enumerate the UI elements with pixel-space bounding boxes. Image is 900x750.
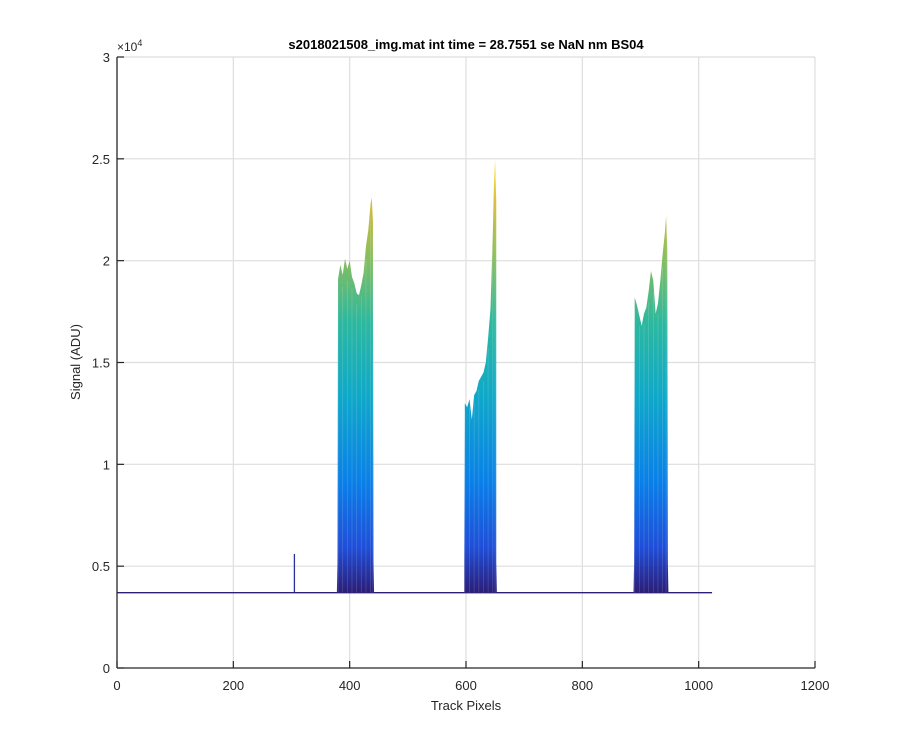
y-tick-label: 2.5 bbox=[92, 152, 110, 167]
x-tick-labels: 0 200 400 600 800 1000 1200 bbox=[113, 678, 829, 693]
axes bbox=[116, 56, 816, 669]
x-tick-label: 400 bbox=[339, 678, 361, 693]
y-tick-labels: 0 0.5 1 1.5 2 2.5 3 bbox=[92, 50, 110, 676]
y-tick-label: 1.5 bbox=[92, 356, 110, 371]
y-tick-label: 3 bbox=[103, 50, 110, 65]
y-exponent-base: ×10 bbox=[117, 40, 138, 54]
peak-3-streaks bbox=[634, 229, 667, 593]
y-tick-label: 0 bbox=[103, 661, 110, 676]
y-tick-label: 1 bbox=[103, 457, 110, 472]
y-axis-label: Signal (ADU) bbox=[68, 324, 83, 400]
peak-1 bbox=[336, 197, 375, 593]
peak-3 bbox=[633, 215, 669, 593]
x-tick-label: 1000 bbox=[684, 678, 713, 693]
y-tick-label: 2 bbox=[103, 254, 110, 269]
peak-2 bbox=[464, 158, 497, 593]
y-exponent-label: ×104 bbox=[117, 38, 142, 54]
x-axis-label: Track Pixels bbox=[431, 698, 502, 713]
x-tick-label: 800 bbox=[571, 678, 593, 693]
y-exponent-power: 4 bbox=[137, 38, 142, 48]
x-tick-label: 1200 bbox=[801, 678, 830, 693]
x-tick-label: 600 bbox=[455, 678, 477, 693]
x-tick-label: 200 bbox=[222, 678, 244, 693]
peak-2-streaks bbox=[464, 174, 496, 593]
chart-title: s2018021508_img.mat int time = 28.7551 s… bbox=[288, 37, 644, 52]
data-layer bbox=[117, 158, 713, 594]
y-tick-label: 0.5 bbox=[92, 559, 110, 574]
x-tick-label: 0 bbox=[113, 678, 120, 693]
peak-1-streaks bbox=[337, 217, 374, 593]
